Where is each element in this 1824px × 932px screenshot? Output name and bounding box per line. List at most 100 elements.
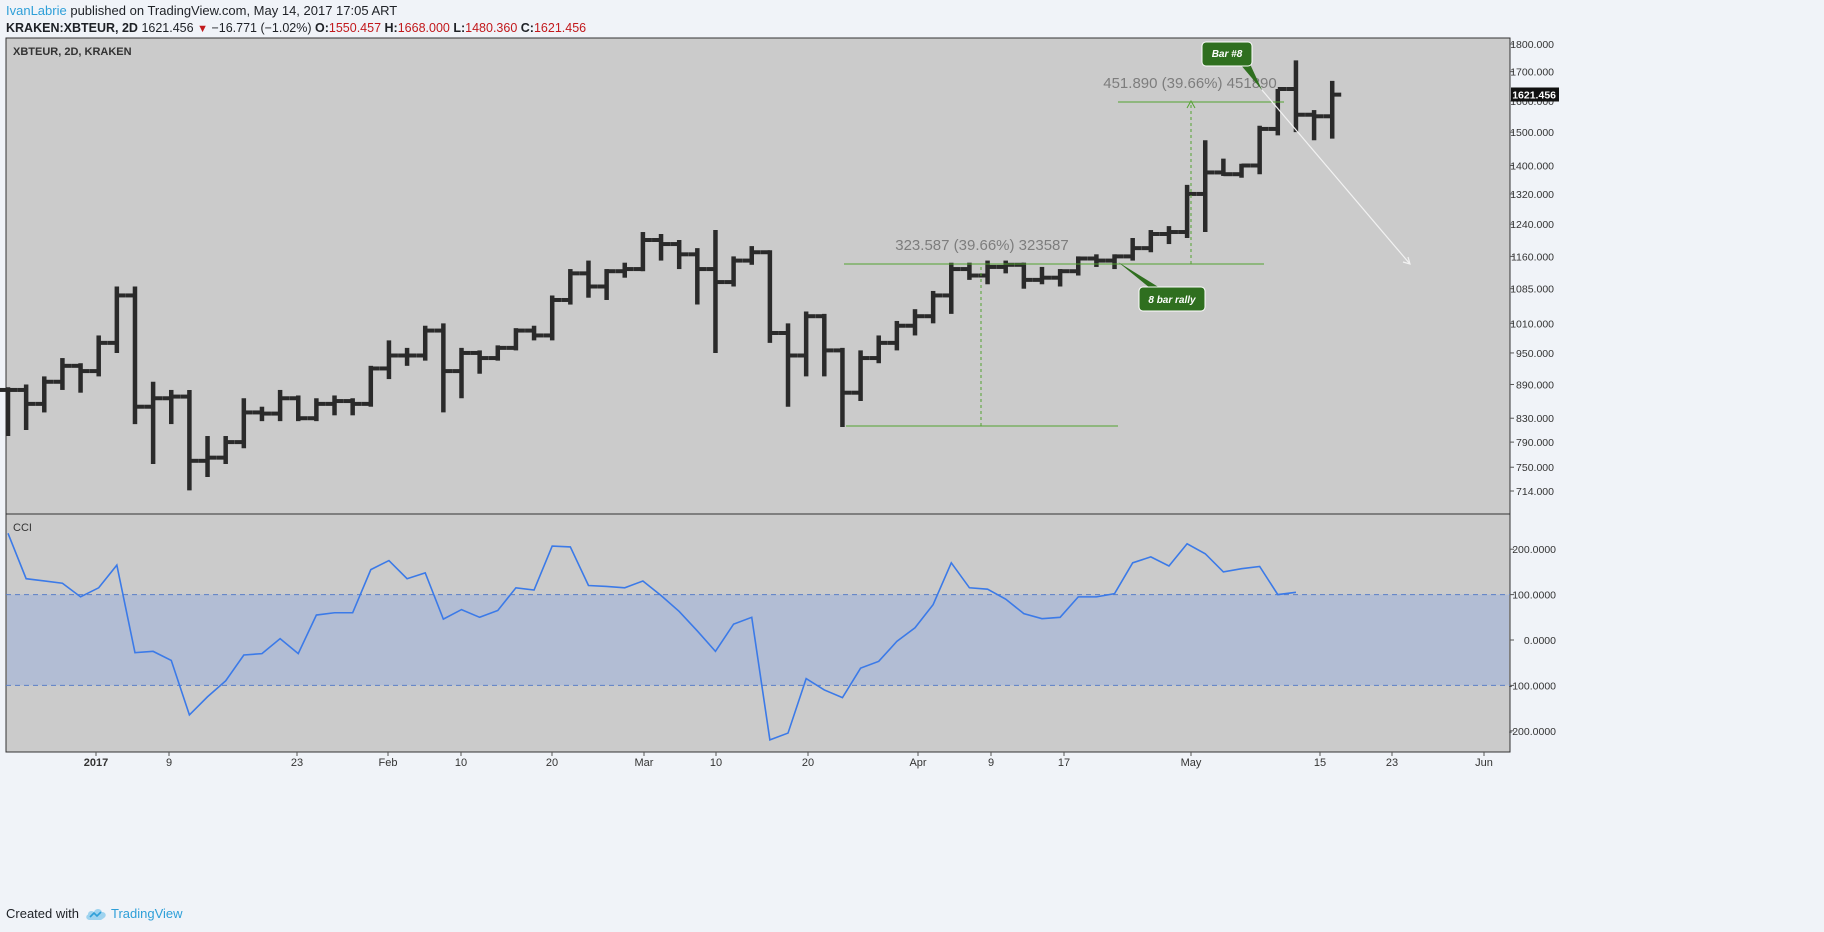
time-tick-label: 9 (988, 757, 994, 769)
cci-tick-label: 100.0000 (1512, 590, 1556, 602)
measure1-label: 323.587 (39.66%) 323587 (895, 237, 1068, 254)
price-tick-label: 1320.000 (1510, 189, 1554, 201)
ohlc-bar (833, 347, 852, 428)
price-tick-label: 750.000 (1516, 462, 1554, 474)
tradingview-brand: TradingView (110, 906, 183, 921)
published-text: published on TradingView.com, May 14, 20… (70, 3, 398, 18)
ohlc-bar (1123, 238, 1142, 261)
ohlc-bar (706, 230, 725, 353)
ohlc-bar (960, 262, 979, 280)
created-with-text: Created with (6, 906, 79, 921)
ohlc-bar (942, 262, 961, 314)
publish-info: IvanLabrie published on TradingView.com,… (6, 3, 397, 18)
ohlc-bar (652, 234, 671, 261)
cci-pane[interactable]: CCI (5, 513, 1511, 753)
ohlc-bar (597, 269, 616, 300)
ohlc-bar (887, 320, 906, 351)
ohlc-bar (996, 260, 1015, 274)
open-label: O: (315, 21, 329, 35)
time-tick-label: 20 (546, 757, 558, 769)
price-tick-label: 1700.000 (1510, 67, 1554, 79)
chart-svg[interactable]: XBTEUR, 2D, KRAKEN CCI 1800.000 1700.000 1… (0, 0, 1824, 900)
price-tick-label: 714.000 (1516, 486, 1554, 498)
ohlc-bar (1069, 256, 1088, 276)
time-tick-label: 9 (166, 757, 172, 769)
time-tick-label: Jun (1475, 757, 1493, 769)
projection-arrow-line (1261, 89, 1411, 265)
time-tick-label: 10 (710, 757, 722, 769)
callout1-pointer (1118, 262, 1160, 288)
ohlc-bar (416, 325, 435, 361)
callout2-text: Bar #8 (1212, 49, 1243, 60)
ohlc-bar (1014, 262, 1033, 289)
ohlc-bar (198, 436, 217, 477)
ohlc-bar (924, 290, 943, 324)
ohlc-bar (1286, 60, 1305, 133)
cci-tick-label: 200.0000 (1512, 544, 1556, 556)
low-label: L: (453, 21, 466, 35)
ohlc-bar (398, 347, 417, 366)
time-tick-label: Mar (635, 757, 654, 769)
time-tick-label: 23 (1386, 757, 1398, 769)
ohlc-bar (271, 389, 290, 422)
price-tick-label: 1160.000 (1511, 251, 1554, 263)
price-tick-label: 1240.000 (1510, 219, 1554, 231)
price-tick-label: 1010.000 (1510, 318, 1554, 330)
ohlc-bar (107, 286, 126, 353)
cci-axis[interactable]: 200.0000 100.0000 0.0000 -100.0000 -200.0000 (1509, 544, 1556, 738)
cci-pane-label: CCI (13, 522, 32, 534)
cci-tick-label: 0.0000 (1524, 635, 1556, 647)
ohlc-bar (724, 256, 743, 287)
callout1-box (1138, 286, 1206, 312)
last-price: 1621.456 (141, 21, 194, 35)
ohlc-bar (869, 335, 888, 364)
price-pane-label: XBTEUR, 2D, KRAKEN (13, 46, 132, 58)
open-value: 1550.457 (328, 21, 382, 35)
time-axis[interactable]: 2017 9 23 Feb 10 20 Mar 10 20 Apr 9 17 May 15 23 Jun (84, 752, 1493, 769)
ohlc-bar (543, 295, 562, 341)
ohlc-bar (579, 260, 598, 298)
ohlc-bar (53, 358, 72, 390)
ohlc-bar (1105, 254, 1124, 270)
ohlc-bar (234, 398, 253, 449)
ohlc-bar (1178, 184, 1197, 239)
time-tick-label: Feb (379, 757, 398, 769)
ohlc-bar (1087, 254, 1106, 267)
ohlc-bar (1196, 140, 1215, 233)
ohlc-bar (779, 323, 798, 407)
current-price-label: 1621.456 (1512, 89, 1556, 101)
ohlc-bar (906, 309, 924, 336)
ohlc-bar (1232, 163, 1251, 178)
price-axis[interactable]: 1800.0001700.0001600.0001500.0001400.000… (1510, 39, 1559, 498)
symbol-label: KRAKEN:XBTEUR, 2D (6, 21, 138, 35)
price-pane[interactable]: XBTEUR, 2D, KRAKEN (0, 37, 1511, 515)
ohlc-bar (361, 365, 380, 407)
ohlc-bar (125, 286, 144, 425)
time-tick-label: 23 (291, 757, 303, 769)
ohlc-bar (633, 232, 652, 272)
ohlc-bar (525, 325, 544, 341)
ohlc-summary: KRAKEN:XBTEUR, 2D 1621.456 ▼ −16.771 (−1… (6, 21, 586, 35)
cci-tick-label: -100.0000 (1509, 680, 1556, 692)
time-tick-label: May (1181, 757, 1202, 769)
ohlc-bar (35, 376, 54, 413)
price-tick-label: 950.000 (1516, 348, 1554, 360)
ohlc-bar (488, 345, 507, 361)
footer: Created with TradingView (6, 906, 183, 921)
time-tick-label: Apr (909, 757, 926, 769)
tradingview-link[interactable]: TradingView (85, 906, 183, 921)
ohlc-bar (434, 323, 453, 413)
cci-tick-label: -200.0000 (1509, 726, 1556, 738)
author-link[interactable]: IvanLabrie (6, 3, 67, 18)
ohlc-bar (978, 260, 997, 285)
callout2-box (1201, 41, 1253, 67)
ohlc-bar (1323, 80, 1342, 139)
projection-arrowhead (1402, 256, 1411, 265)
price-tick-label: 1500.000 (1510, 127, 1554, 139)
price-tick-label: 1085.000 (1510, 284, 1554, 296)
cloud-logo-icon (86, 908, 106, 920)
down-arrow-icon: ▼ (197, 23, 208, 35)
ohlc-bar (760, 250, 779, 343)
ohlc-bar (252, 406, 271, 422)
ohlc-bar (615, 262, 634, 278)
